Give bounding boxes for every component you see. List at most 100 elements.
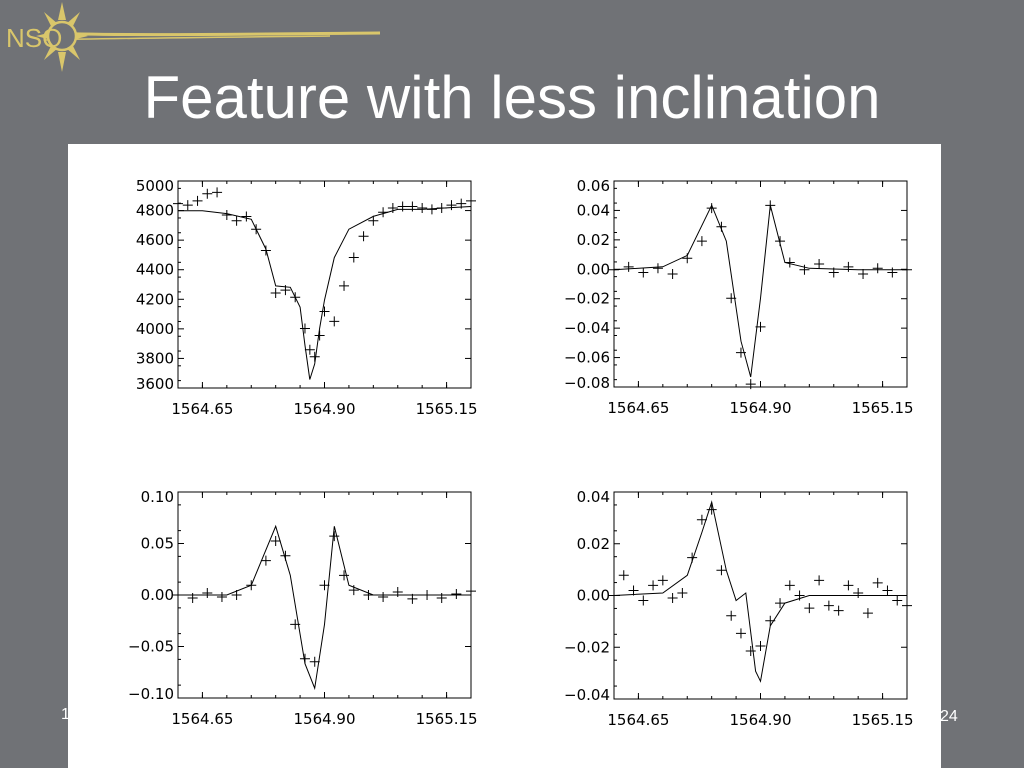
data-point-marker	[794, 590, 805, 601]
data-point-marker	[202, 588, 213, 599]
x-tick-label: 1564.65	[171, 710, 233, 728]
data-point-marker	[726, 610, 737, 621]
data-point-marker	[446, 200, 457, 211]
data-point-marker	[290, 292, 301, 303]
data-point-marker	[687, 552, 698, 563]
x-tick-label: 1564.65	[171, 400, 233, 418]
data-point-marker	[726, 293, 737, 304]
data-point-marker	[716, 565, 727, 576]
data-point-marker	[609, 264, 619, 275]
data-point-marker	[280, 285, 291, 296]
data-point-marker	[363, 590, 374, 600]
data-point-marker	[270, 288, 281, 299]
y-tick-label: 3600	[136, 375, 174, 393]
data-point-marker	[378, 207, 389, 218]
y-tick-label: 0.10	[141, 488, 174, 506]
y-tick-label: 4600	[136, 231, 174, 249]
data-point-marker	[309, 656, 320, 667]
data-point-marker	[378, 591, 389, 602]
y-tick-label: 4200	[136, 290, 174, 308]
x-tick-label: 1564.65	[607, 711, 669, 729]
data-point-marker	[422, 590, 433, 600]
data-point-marker	[202, 188, 213, 199]
plot-frame-top-right	[613, 180, 908, 388]
data-point-marker	[329, 316, 340, 327]
data-point-marker	[246, 580, 257, 591]
y-tick-label: −0.10	[128, 685, 174, 703]
x-tick-label: 1564.90	[729, 399, 791, 417]
data-point-marker	[784, 257, 795, 268]
data-point-marker	[892, 595, 903, 606]
data-point-marker	[451, 589, 462, 600]
y-tick-label: 4800	[136, 202, 174, 220]
data-point-marker	[368, 215, 379, 226]
data-point-marker	[775, 236, 786, 247]
data-point-marker	[407, 593, 418, 604]
y-tick-label: −0.08	[564, 374, 610, 392]
data-point-marker	[706, 203, 717, 214]
plots-svg: 5000 4800 4600 4400 4200 4000 3800 3600 1564.65 1…	[128, 177, 914, 729]
data-point-marker	[638, 595, 649, 606]
data-point-marker	[319, 306, 330, 317]
data-point-marker	[231, 590, 242, 600]
data-point-marker	[173, 590, 183, 600]
data-point-marker	[755, 321, 766, 332]
x-tick-label: 1564.90	[729, 711, 791, 729]
data-point-marker	[735, 628, 746, 639]
x-tick-label: 1565.15	[852, 399, 914, 417]
data-point-marker	[466, 586, 476, 597]
logo-text: NSO	[6, 23, 62, 53]
y-tick-label: 0.04	[577, 488, 610, 506]
data-point-marker	[843, 580, 854, 591]
y-tick-label: 0.02	[577, 535, 610, 553]
y-tick-label: −0.02	[564, 290, 610, 308]
data-point-marker	[902, 264, 912, 275]
data-point-marker	[187, 592, 198, 603]
data-point-marker	[339, 280, 350, 291]
data-point-marker	[765, 615, 776, 626]
data-point-marker	[299, 323, 310, 334]
data-point-marker	[623, 261, 634, 272]
data-point-marker	[682, 253, 693, 264]
data-point-marker	[290, 619, 301, 630]
data-point-marker	[260, 555, 271, 566]
data-point-marker	[182, 200, 193, 211]
y-tick-label: −0.04	[564, 686, 610, 704]
fit-line-top-right	[613, 204, 907, 378]
page-number: 24	[940, 708, 958, 725]
data-point-marker	[828, 267, 839, 278]
data-point-marker	[638, 267, 649, 278]
x-tick-label: 1564.90	[293, 400, 355, 418]
data-point-marker	[887, 267, 898, 278]
data-point-marker	[814, 575, 825, 586]
data-point-marker	[314, 330, 325, 341]
data-point-marker	[387, 202, 398, 213]
fit-line-bottom-left	[178, 524, 471, 691]
data-point-marker	[872, 263, 883, 274]
y-tick-label: 0.02	[577, 231, 610, 249]
slide-title: Feature with less inclination	[143, 64, 881, 131]
data-point-marker	[823, 600, 834, 611]
y-tick-label: 4400	[136, 261, 174, 279]
y-tick-label: 0.05	[141, 535, 174, 553]
data-point-marker	[775, 598, 786, 609]
y-tick-label: 3800	[136, 349, 174, 367]
data-point-marker	[304, 344, 315, 355]
y-tick-label: 5000	[136, 177, 174, 195]
figure-panel: 5000 4800 4600 4400 4200 4000 3800 3600 1564.65 1…	[68, 144, 941, 768]
data-point-marker	[755, 640, 766, 651]
data-point-marker	[735, 347, 746, 358]
data-point-marker	[609, 590, 619, 601]
data-point-marker	[765, 200, 776, 211]
x-tick-label: 1564.90	[293, 710, 355, 728]
data-point-marker	[192, 195, 203, 206]
data-point-marker	[348, 252, 359, 263]
y-tick-label: −0.06	[564, 349, 610, 367]
data-point-marker	[745, 379, 756, 390]
data-point-marker	[706, 504, 717, 515]
y-tick-label: −0.05	[128, 638, 174, 656]
footer-slide-index: 1	[61, 706, 70, 723]
data-point-marker	[872, 577, 883, 588]
y-tick-label: −0.04	[564, 319, 610, 337]
plot-frame-top-left	[177, 180, 472, 389]
